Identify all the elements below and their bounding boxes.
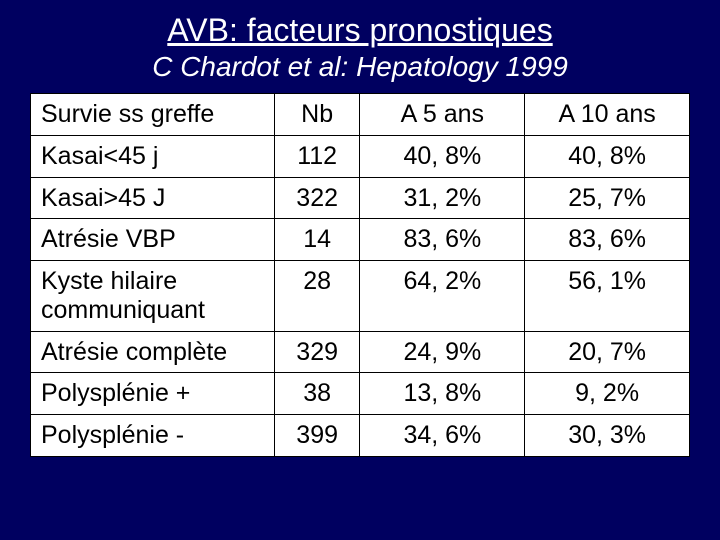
table-row: Polysplénie + 38 13, 8% 9, 2% bbox=[31, 373, 690, 415]
cell-a5: 24, 9% bbox=[360, 331, 525, 373]
cell-nb: 329 bbox=[274, 331, 360, 373]
cell-a10: 20, 7% bbox=[525, 331, 690, 373]
data-table: Survie ss greffe Nb A 5 ans A 10 ans Kas… bbox=[30, 93, 690, 457]
table-row: Survie ss greffe Nb A 5 ans A 10 ans bbox=[31, 94, 690, 136]
cell-nb: 28 bbox=[274, 261, 360, 332]
cell-label: Kyste hilaire communiquant bbox=[31, 261, 275, 332]
cell-a10: 83, 6% bbox=[525, 219, 690, 261]
cell-label: Polysplénie - bbox=[31, 415, 275, 457]
cell-label: Polysplénie + bbox=[31, 373, 275, 415]
cell-nb: 112 bbox=[274, 135, 360, 177]
page-subtitle: C Chardot et al: Hepatology 1999 bbox=[30, 51, 690, 83]
cell-nb: 14 bbox=[274, 219, 360, 261]
table-row: Kyste hilaire communiquant 28 64, 2% 56,… bbox=[31, 261, 690, 332]
cell-a10: 9, 2% bbox=[525, 373, 690, 415]
header-cell-nb: Nb bbox=[274, 94, 360, 136]
cell-nb: 322 bbox=[274, 177, 360, 219]
header-cell-a10: A 10 ans bbox=[525, 94, 690, 136]
table-row: Atrésie VBP 14 83, 6% 83, 6% bbox=[31, 219, 690, 261]
cell-a10: 56, 1% bbox=[525, 261, 690, 332]
cell-a5: 34, 6% bbox=[360, 415, 525, 457]
cell-a5: 40, 8% bbox=[360, 135, 525, 177]
cell-a10: 25, 7% bbox=[525, 177, 690, 219]
table-row: Polysplénie - 399 34, 6% 30, 3% bbox=[31, 415, 690, 457]
cell-a10: 30, 3% bbox=[525, 415, 690, 457]
cell-label: Kasai>45 J bbox=[31, 177, 275, 219]
cell-label: Atrésie VBP bbox=[31, 219, 275, 261]
cell-label: Atrésie complète bbox=[31, 331, 275, 373]
table-row: Atrésie complète 329 24, 9% 20, 7% bbox=[31, 331, 690, 373]
cell-a5: 13, 8% bbox=[360, 373, 525, 415]
cell-a5: 64, 2% bbox=[360, 261, 525, 332]
page-title: AVB: facteurs pronostiques bbox=[30, 12, 690, 49]
cell-a5: 31, 2% bbox=[360, 177, 525, 219]
cell-nb: 399 bbox=[274, 415, 360, 457]
cell-nb: 38 bbox=[274, 373, 360, 415]
header-cell-label: Survie ss greffe bbox=[31, 94, 275, 136]
table-row: Kasai>45 J 322 31, 2% 25, 7% bbox=[31, 177, 690, 219]
table-row: Kasai<45 j 112 40, 8% 40, 8% bbox=[31, 135, 690, 177]
cell-label: Kasai<45 j bbox=[31, 135, 275, 177]
header-cell-a5: A 5 ans bbox=[360, 94, 525, 136]
cell-a5: 83, 6% bbox=[360, 219, 525, 261]
cell-a10: 40, 8% bbox=[525, 135, 690, 177]
